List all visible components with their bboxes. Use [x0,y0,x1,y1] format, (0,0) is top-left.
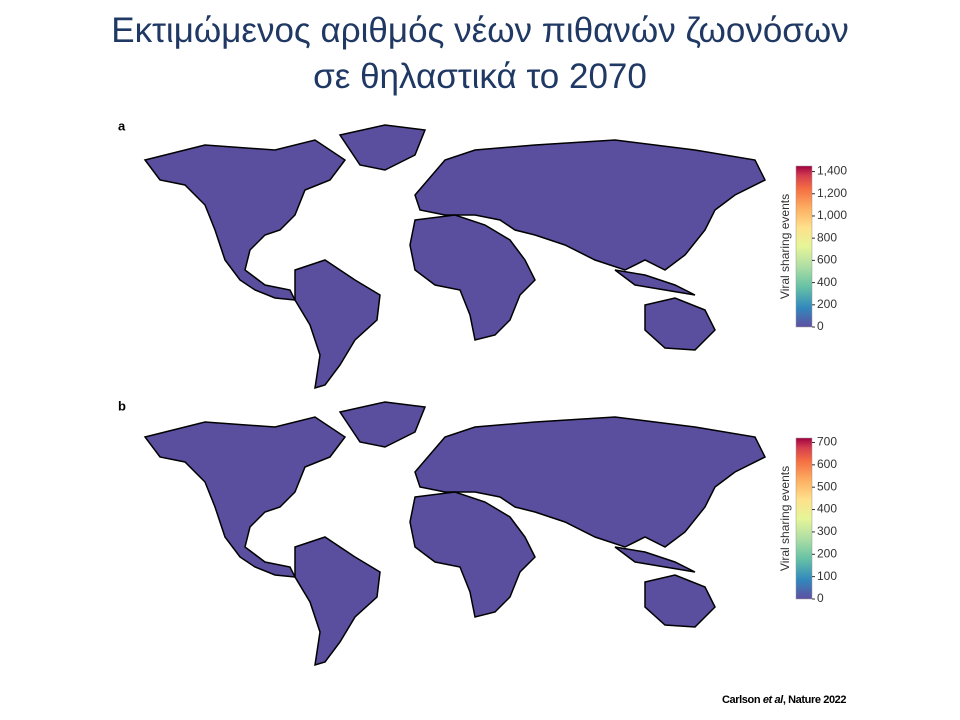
title-line: Εκτιμώμενος αριθμός νέων πιθανών ζωονόσω… [111,11,849,50]
panel-label: b [118,398,126,413]
colorbar-tick-label: 1,000 [817,208,847,222]
colorbar-tick-label: 400 [817,502,837,516]
colorbar-tick-label: 0 [817,591,824,605]
colorbar-tick-label: 300 [817,524,837,538]
panel-label: a [118,118,126,133]
colorbar-tick-label: 600 [817,457,837,471]
map-panel-b: b [118,398,766,666]
citation-etal: et al [762,694,783,706]
colorbar-title: Viral sharing events [778,466,792,571]
colorbar-tick-label: 0 [817,319,824,333]
colorbar-tick-label: 400 [817,275,837,289]
slide-title: Εκτιμώμενος αριθμός νέων πιθανών ζωονόσω… [0,8,960,100]
citation-authors: Carlson [722,694,761,706]
citation: Carlson et al, Nature 2022 [722,694,847,706]
colorbar-tick-label: 100 [817,569,837,583]
colorbar-tick-label: 600 [817,253,837,267]
colorbar [795,165,813,328]
map-panel-a: a [118,118,766,389]
colorbar-tick-label: 200 [817,546,837,560]
colorbar-tick-label: 700 [817,435,837,449]
title-line: σε θηλαστικά το 2070 [313,57,647,96]
colorbars: Viral sharing events 0 200 400 600 800 1,000 1,… [778,164,847,605]
colorbar-tick-label: 500 [817,479,837,493]
colorbar-tick-label: 1,400 [817,164,847,178]
colorbar [795,437,813,600]
citation-journal: , Nature 2022 [782,694,847,706]
colorbar-tick-label: 1,200 [817,186,847,200]
world-map [144,124,766,389]
colorbar-tick-label: 200 [817,297,837,311]
colorbar-title: Viral sharing events [778,194,792,299]
world-map [144,401,766,666]
colorbar-tick-label: 800 [817,230,837,244]
